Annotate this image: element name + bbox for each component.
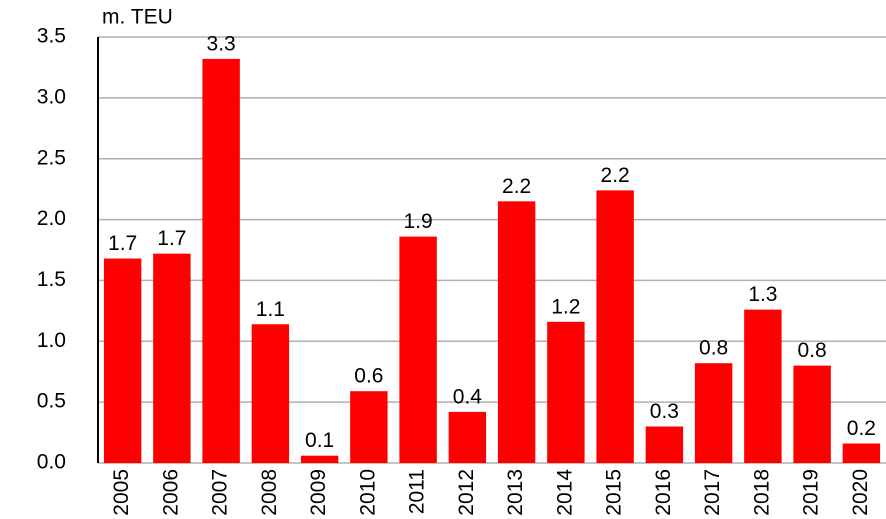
bar — [694, 363, 733, 463]
value-label: 1.9 — [404, 210, 433, 233]
x-tick-label: 2008 — [258, 469, 281, 516]
y-axis-label: m. TEU — [102, 6, 173, 29]
bar — [448, 411, 487, 463]
bar — [547, 321, 585, 463]
y-tick-label: 1.5 — [37, 268, 66, 291]
bar — [793, 365, 831, 463]
y-tick-label: 2.5 — [37, 146, 66, 169]
bar — [202, 58, 240, 464]
value-label: 2.2 — [502, 175, 531, 198]
x-tick-label: 2011 — [406, 469, 429, 514]
bar — [399, 236, 437, 463]
bar — [596, 190, 634, 464]
value-label: 2.2 — [601, 164, 630, 187]
y-tick-label: 1.0 — [37, 329, 66, 352]
value-label: 0.8 — [699, 337, 728, 360]
y-tick-label: 3.0 — [37, 85, 66, 108]
value-label: 0.1 — [305, 429, 334, 452]
bar — [842, 443, 881, 463]
bar — [744, 309, 782, 463]
value-label: 1.2 — [551, 295, 580, 318]
x-tick-label: 2009 — [307, 469, 330, 516]
bar — [251, 324, 290, 463]
y-tick-label: 0.5 — [37, 390, 66, 413]
bar — [497, 201, 536, 464]
bar — [645, 426, 684, 463]
x-tick-label: 2020 — [849, 469, 872, 516]
value-label: 1.1 — [256, 298, 285, 321]
bar — [103, 258, 142, 463]
value-label: 1.3 — [748, 283, 777, 306]
y-tick-label: 2.0 — [37, 207, 66, 230]
x-tick-label: 2014 — [553, 469, 576, 516]
y-tick-label: 3.5 — [37, 25, 66, 48]
value-label: 0.8 — [798, 339, 827, 362]
x-tick-label: 2018 — [750, 469, 773, 516]
x-tick-label: 2019 — [800, 469, 823, 516]
bar — [300, 455, 339, 463]
value-label: 0.4 — [453, 385, 483, 408]
value-label: 0.6 — [354, 365, 383, 388]
x-tick-label: 2012 — [455, 469, 478, 516]
x-tick-label: 2007 — [209, 469, 232, 516]
value-label: 1.7 — [157, 227, 186, 250]
x-tick-label: 2010 — [356, 469, 379, 516]
y-tick-label: 0.0 — [37, 451, 66, 474]
x-tick-label: 2017 — [701, 469, 724, 516]
x-tick-label: 2013 — [504, 469, 527, 516]
value-label: 0.2 — [847, 417, 876, 440]
x-tick-label: 2006 — [159, 469, 182, 516]
value-label: 1.7 — [108, 232, 137, 255]
bar — [153, 253, 191, 463]
x-tick-label: 2015 — [603, 469, 626, 516]
x-tick-label: 2005 — [110, 469, 133, 516]
bar — [350, 391, 388, 463]
value-label: 0.3 — [650, 400, 679, 423]
value-label: 3.3 — [207, 32, 236, 55]
x-tick-label: 2016 — [652, 469, 675, 516]
